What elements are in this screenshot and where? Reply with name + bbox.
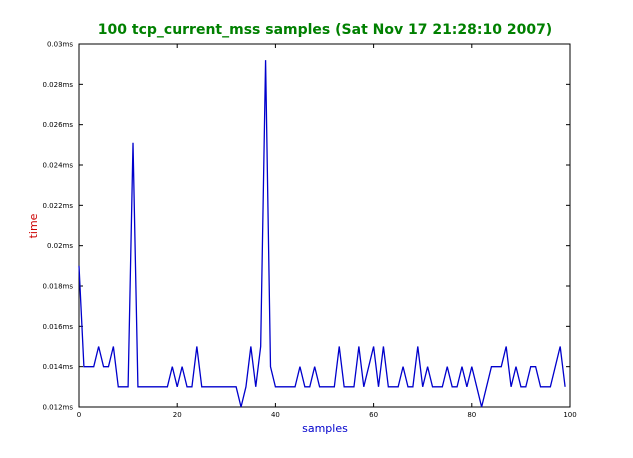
y-tick-label: 0.03ms xyxy=(47,41,73,49)
x-tick-label: 80 xyxy=(467,411,476,419)
y-tick-label: 0.014ms xyxy=(42,363,73,371)
y-tick-label: 0.012ms xyxy=(42,404,73,412)
y-tick-label: 0.024ms xyxy=(42,162,73,170)
y-tick-label: 0.028ms xyxy=(42,81,73,89)
y-axis-label: time xyxy=(27,213,40,238)
x-tick-label: 0 xyxy=(77,411,81,419)
x-tick-label: 60 xyxy=(369,411,378,419)
chart-title: 100 tcp_current_mss samples (Sat Nov 17 … xyxy=(98,22,552,38)
y-tick-label: 0.022ms xyxy=(42,202,73,210)
x-tick-label: 100 xyxy=(563,411,576,419)
plot-frame xyxy=(78,43,571,408)
y-tick-label: 0.02ms xyxy=(47,242,73,250)
y-tick-label: 0.016ms xyxy=(42,323,73,331)
x-axis-label: samples xyxy=(302,422,348,435)
series-line xyxy=(78,60,566,408)
y-tick-label: 0.018ms xyxy=(42,283,73,291)
x-tick-label: 40 xyxy=(271,411,280,419)
y-tick-label: 0.026ms xyxy=(42,121,73,129)
x-tick-label: 20 xyxy=(173,411,182,419)
